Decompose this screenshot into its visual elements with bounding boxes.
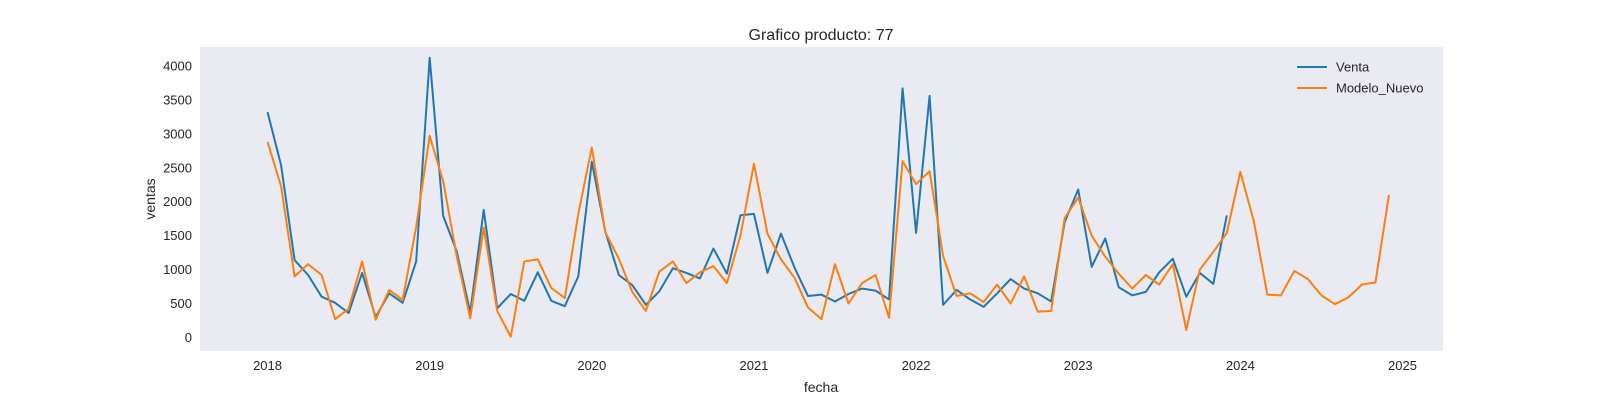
x-tick-label: 2018 [253, 358, 282, 373]
plot-background [200, 47, 1443, 351]
legend-label: Modelo_Nuevo [1336, 81, 1423, 96]
legend: Venta Modelo_Nuevo [1297, 60, 1423, 96]
y-tick-label: 500 [170, 296, 192, 311]
legend-label: Venta [1336, 60, 1370, 75]
x-tick-label: 2025 [1388, 358, 1417, 373]
y-tick-label: 3500 [163, 92, 192, 107]
x-axis-label: fecha [804, 379, 838, 395]
y-tick-label: 1500 [163, 228, 192, 243]
series-lines [266, 56, 1390, 338]
x-tick-label: 2022 [902, 358, 931, 373]
y-axis-label: ventas [142, 178, 158, 219]
y-tick-label: 3000 [163, 126, 192, 141]
y-tick-label: 2500 [163, 160, 192, 175]
y-tick-label: 4000 [163, 59, 192, 74]
chart-title: Grafico producto: 77 [749, 27, 894, 44]
y-tick-labels: 0 500 1000 1500 2000 2500 3000 3500 4000 [163, 59, 192, 345]
x-tick-label: 2023 [1064, 358, 1093, 373]
x-tick-labels: 2018 2019 2020 2021 2022 2023 2024 2025 [253, 358, 1417, 373]
x-tick-label: 2019 [415, 358, 444, 373]
series-line-venta [266, 56, 1228, 319]
x-tick-label: 2024 [1226, 358, 1255, 373]
x-tick-label: 2020 [577, 358, 606, 373]
y-tick-label: 2000 [163, 194, 192, 209]
y-tick-label: 1000 [163, 262, 192, 277]
y-tick-label: 0 [185, 330, 192, 345]
series-line-modelo-nuevo [266, 134, 1390, 338]
x-tick-label: 2021 [739, 358, 768, 373]
